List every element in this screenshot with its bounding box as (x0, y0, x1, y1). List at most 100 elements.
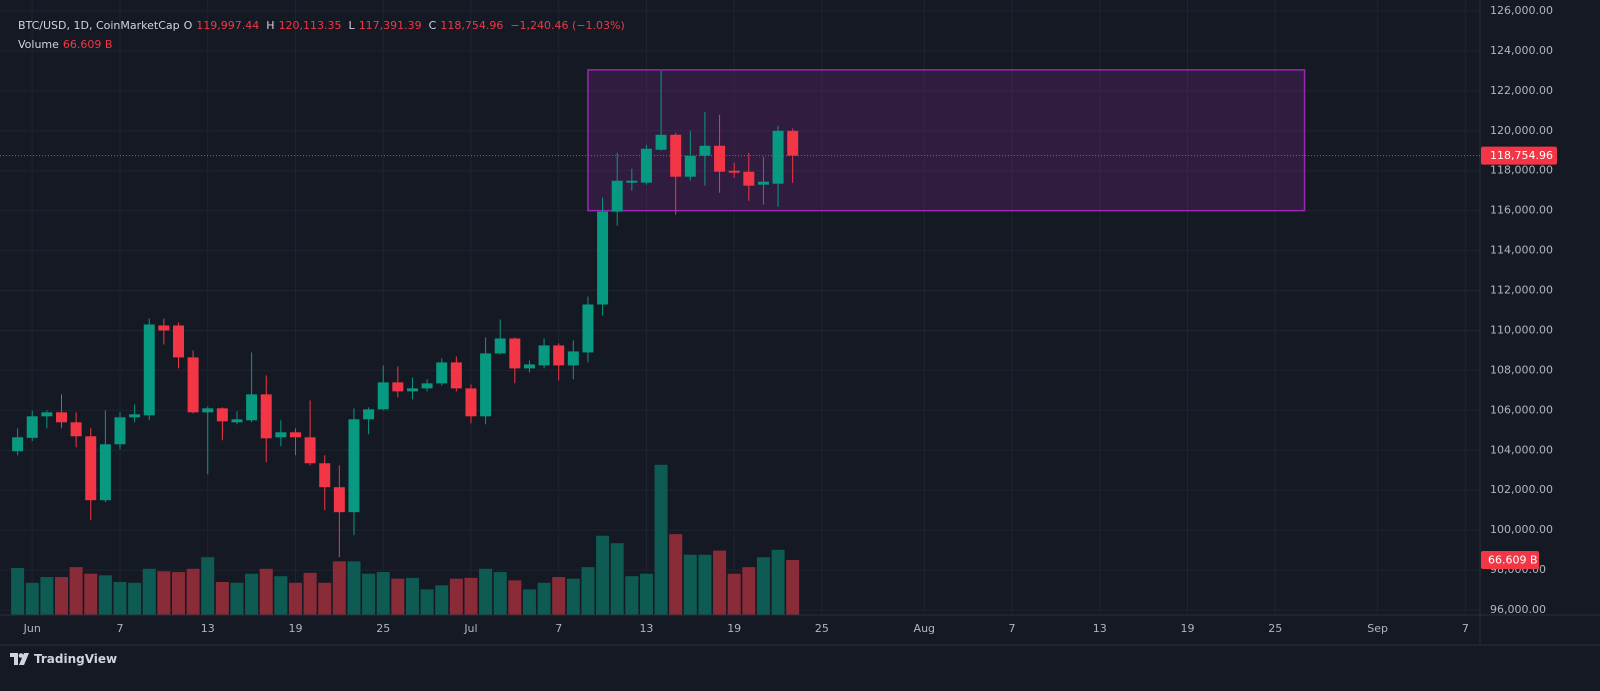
x-tick-label: 19 (1181, 622, 1195, 635)
legend-row: Volume 66.609 B (18, 35, 628, 54)
volume-bar (347, 561, 361, 615)
change: −1,240.46 (−1.03%) (510, 19, 625, 32)
x-tick-label: 7 (1009, 622, 1016, 635)
candle-body (246, 394, 258, 421)
y-tick-label: 104,000.00 (1490, 443, 1553, 456)
y-tick-label: 110,000.00 (1490, 323, 1553, 336)
volume-bar (479, 568, 493, 615)
volume-bar (596, 535, 610, 615)
volume-bar (230, 582, 244, 615)
candle-body (172, 325, 184, 358)
candle-body (611, 180, 623, 212)
candle-body (85, 436, 97, 501)
candle-body (597, 211, 609, 305)
volume-bar (201, 557, 215, 615)
range-box (587, 69, 1306, 212)
y-tick-label: 122,000.00 (1490, 84, 1553, 97)
x-tick-label: Jul (463, 622, 477, 635)
candle-body (772, 130, 784, 184)
x-tick-label: 13 (1093, 622, 1107, 635)
candle-body (158, 325, 170, 331)
ohlc-value: 118,754.96 (440, 19, 504, 32)
volume-bar (128, 582, 142, 615)
candle-body (714, 145, 726, 172)
candle-body (523, 364, 535, 369)
candle-body (480, 353, 492, 417)
candle-body (41, 412, 53, 417)
volume-bar (405, 577, 419, 615)
volume-bar (756, 557, 770, 615)
volume-bar (303, 572, 317, 615)
y-tick-label: 118,000.00 (1490, 164, 1553, 177)
candle-body (436, 362, 448, 384)
volume-bar (113, 581, 127, 615)
volume-bar (84, 573, 98, 615)
y-tick-label: 96,000.00 (1490, 603, 1546, 616)
y-tick-label: 102,000.00 (1490, 483, 1553, 496)
x-tick-label: 25 (1268, 622, 1282, 635)
candle-body (787, 130, 799, 156)
volume-value: 66.609 B (62, 38, 113, 51)
ohlc-key: O (183, 19, 193, 32)
candle-body (275, 432, 287, 438)
logo (10, 653, 29, 665)
volume-bar (186, 568, 200, 615)
candle-body (582, 304, 594, 353)
candle-body (684, 155, 696, 177)
volume-bar (493, 572, 507, 615)
candle-body (333, 487, 345, 513)
volume-bar (727, 573, 741, 615)
price-badge (1481, 146, 1557, 165)
candle-body (757, 181, 769, 185)
candle-body (187, 357, 199, 413)
volume-bar (54, 577, 68, 615)
volume-bar (259, 568, 273, 615)
volume-badge (1481, 551, 1539, 570)
volume-bar (537, 582, 551, 615)
ohlc-key: L (348, 19, 355, 32)
x-tick-label: 25 (815, 622, 829, 635)
brand-name: TradingView (34, 652, 118, 666)
volume-bar (449, 578, 463, 615)
volume-bar (581, 567, 595, 615)
ohlc-key: H (266, 19, 275, 32)
ohlc-key: C (428, 19, 437, 32)
x-tick-label: Aug (914, 622, 935, 635)
candle-body (509, 338, 521, 369)
candle-body (553, 345, 565, 366)
volume-bar (25, 582, 39, 615)
candle-body (202, 408, 214, 413)
volume-bar (435, 585, 449, 615)
candle-body (465, 388, 477, 417)
symbol: BTC/USD, 1D, CoinMarketCap (18, 19, 180, 32)
volume-bar (508, 580, 522, 615)
x-tick-label: 25 (376, 622, 390, 635)
volume-bar (566, 578, 580, 615)
volume-bar (742, 567, 756, 615)
branding[interactable]: TradingView (10, 652, 117, 666)
volume-bar (171, 572, 185, 615)
volume-bar (522, 589, 536, 615)
volume-name: Volume (18, 38, 59, 51)
candle-body (70, 422, 82, 437)
candle-body (494, 338, 506, 354)
volume-bar (362, 573, 376, 615)
volume-bar (669, 534, 683, 615)
candle-body (363, 409, 375, 420)
volume-bar (11, 567, 25, 615)
volume-bar (40, 577, 54, 615)
volume-bar (376, 572, 390, 615)
x-tick-label: Jun (23, 622, 41, 635)
volume-bar (288, 582, 302, 615)
x-tick-label: 7 (555, 622, 562, 635)
y-tick-label: 100,000.00 (1490, 523, 1553, 536)
y-tick-label: 126,000.00 (1490, 4, 1553, 17)
x-tick-label: 19 (727, 622, 741, 635)
volume-bar (786, 560, 800, 615)
volume-bar (771, 549, 785, 615)
candles (12, 70, 799, 558)
x-tick-label: 19 (288, 622, 302, 635)
candle-body (289, 432, 301, 438)
